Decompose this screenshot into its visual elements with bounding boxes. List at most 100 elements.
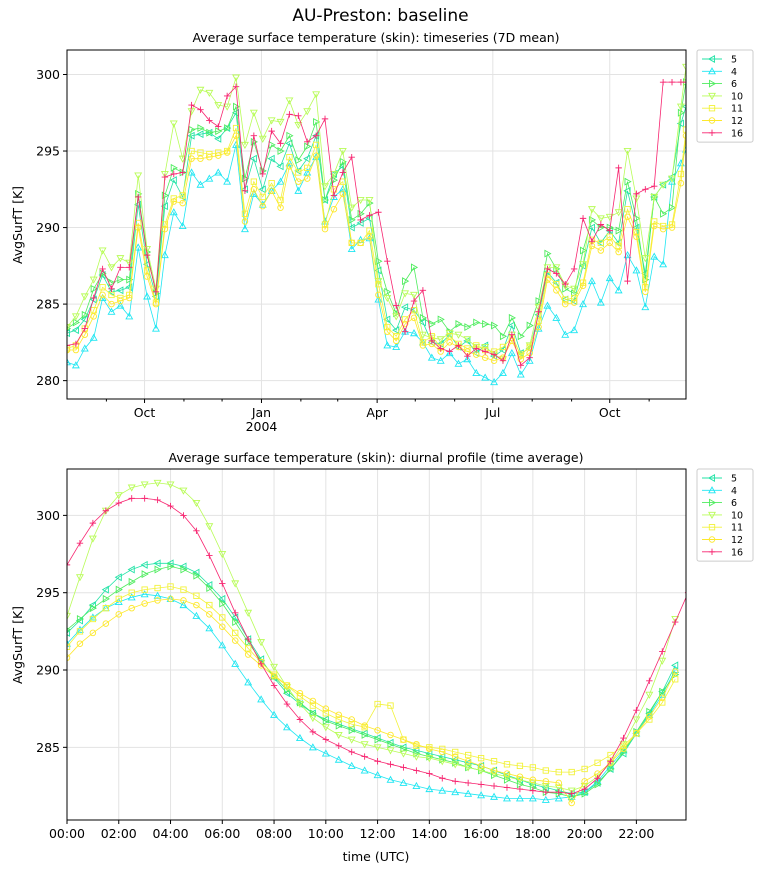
bottom-legend-label-11: 11: [731, 523, 743, 534]
bottom-point-6-4: [115, 585, 123, 594]
top-point-6-7: [126, 275, 134, 284]
top-point-4-5: [107, 307, 116, 315]
top-point-16-28: [312, 132, 320, 139]
top-point-10-57: [570, 285, 579, 293]
bottom-point-10-15: [257, 639, 266, 647]
top-point-12-28: [312, 152, 320, 159]
top-point-5-32: [347, 223, 355, 232]
top-point-11-31: [339, 178, 346, 185]
top-point-5-69: [676, 119, 684, 128]
top-point-10-36: [383, 294, 392, 303]
top-point-12-6: [117, 297, 124, 305]
top-point-16-66: [651, 183, 658, 190]
bottom-point-12-24: [374, 727, 381, 734]
top-point-16-17: [215, 123, 222, 130]
top-point-6-15: [197, 124, 205, 133]
top-point-6-46: [473, 318, 481, 327]
bottom-point-6-11: [206, 584, 214, 593]
top-point-16-15: [197, 106, 204, 113]
top-point-4-59: [587, 277, 596, 285]
top-point-16-39: [410, 297, 418, 305]
top-point-12-65: [642, 288, 649, 296]
bottom-xtick-label-4: 08:00: [256, 826, 292, 841]
top-point-10-26: [294, 121, 303, 130]
bottom-legend-marker-4: [708, 486, 716, 494]
bottom-point-12-20: [322, 705, 330, 712]
top-point-11-22: [259, 193, 266, 201]
top-legend-label-4: 4: [731, 67, 737, 78]
top-point-4-9: [143, 292, 152, 300]
bottom-point-4-18: [295, 733, 304, 742]
top-point-6-24: [277, 147, 285, 155]
top-point-6-25: [286, 131, 294, 140]
top-point-12-22: [259, 202, 266, 210]
bottom-point-12-40: [581, 778, 588, 785]
top-point-11-21: [250, 178, 257, 185]
top-point-12-62: [615, 248, 622, 256]
bottom-point-10-20: [321, 724, 330, 732]
top-point-6-59: [588, 215, 597, 224]
top-point-5-12: [169, 176, 177, 185]
bottom-point-6-27: [413, 749, 421, 758]
top-point-6-28: [313, 117, 321, 126]
bottom-point-6-25: [387, 740, 395, 749]
bottom-point-16-13: [232, 609, 239, 617]
bottom-point-12-25: [387, 731, 394, 739]
top-point-4-6: [116, 301, 125, 309]
bottom-point-11-4: [115, 595, 122, 603]
top-point-4-10: [152, 324, 160, 332]
top-xtick-label-0: Oct: [134, 405, 156, 420]
bottom-point-12-45: [646, 713, 653, 720]
top-point-6-53: [535, 297, 543, 305]
bottom-point-10-10: [192, 500, 201, 508]
top-point-4-12: [169, 208, 178, 216]
top-point-12-3: [90, 313, 97, 320]
bottom-point-12-43: [620, 745, 627, 753]
bottom-point-10-1: [75, 574, 84, 582]
top-point-6-1: [72, 318, 81, 327]
top-point-12-23: [268, 187, 275, 195]
bottom-point-12-23: [361, 722, 368, 729]
top-point-10-40: [418, 331, 427, 339]
bottom-xtick-label-0: 00:00: [49, 826, 85, 841]
bottom-point-16-10: [193, 527, 200, 535]
top-point-11-19: [232, 124, 240, 132]
top-point-4-13: [178, 221, 187, 230]
bottom-point-12-12: [219, 623, 226, 630]
bottom-point-12-29: [439, 748, 446, 756]
bottom-point-11-25: [387, 702, 394, 709]
top-point-16-37: [393, 302, 400, 309]
top-point-5-0: [67, 329, 71, 338]
top-point-12-16: [206, 153, 213, 161]
bottom-plot-area: 285 290 295 300 00:00 02:00 04:00 06:00 08:00 10:…: [36, 468, 754, 841]
top-point-10-3: [89, 276, 98, 284]
top-point-12-46: [473, 351, 480, 358]
bottom-point-12-44: [633, 730, 640, 737]
bottom-point-4-31: [464, 789, 473, 797]
bottom-point-10-26: [399, 750, 408, 758]
bottom-point-10-34: [503, 773, 511, 781]
bottom-point-4-5: [127, 593, 136, 601]
bottom-point-4-2: [88, 613, 97, 621]
top-point-10-16: [205, 89, 214, 97]
top-point-16-27: [304, 138, 311, 146]
top-point-10-63: [623, 148, 632, 156]
bottom-point-4-12: [218, 641, 227, 649]
top-point-12-31: [339, 190, 347, 198]
bottom-point-6-22: [348, 726, 356, 735]
top-point-10-67: [659, 181, 668, 189]
bottom-point-12-0: [67, 654, 71, 661]
top-point-6-38: [402, 277, 410, 286]
top-point-4-20: [240, 224, 249, 233]
top-point-10-11: [160, 170, 169, 179]
top-point-16-34: [366, 212, 373, 219]
bottom-point-11-38: [555, 768, 562, 776]
top-axes-frame: [66, 49, 687, 400]
top-legend-label-11: 11: [731, 104, 743, 115]
bottom-point-6-8: [167, 562, 175, 571]
top-point-12-61: [606, 239, 613, 247]
top-legend-label-5: 5: [731, 55, 737, 66]
top-point-11-49: [499, 343, 507, 351]
bottom-xtick-label-1: 02:00: [101, 826, 137, 841]
top-point-12-7: [126, 294, 133, 302]
